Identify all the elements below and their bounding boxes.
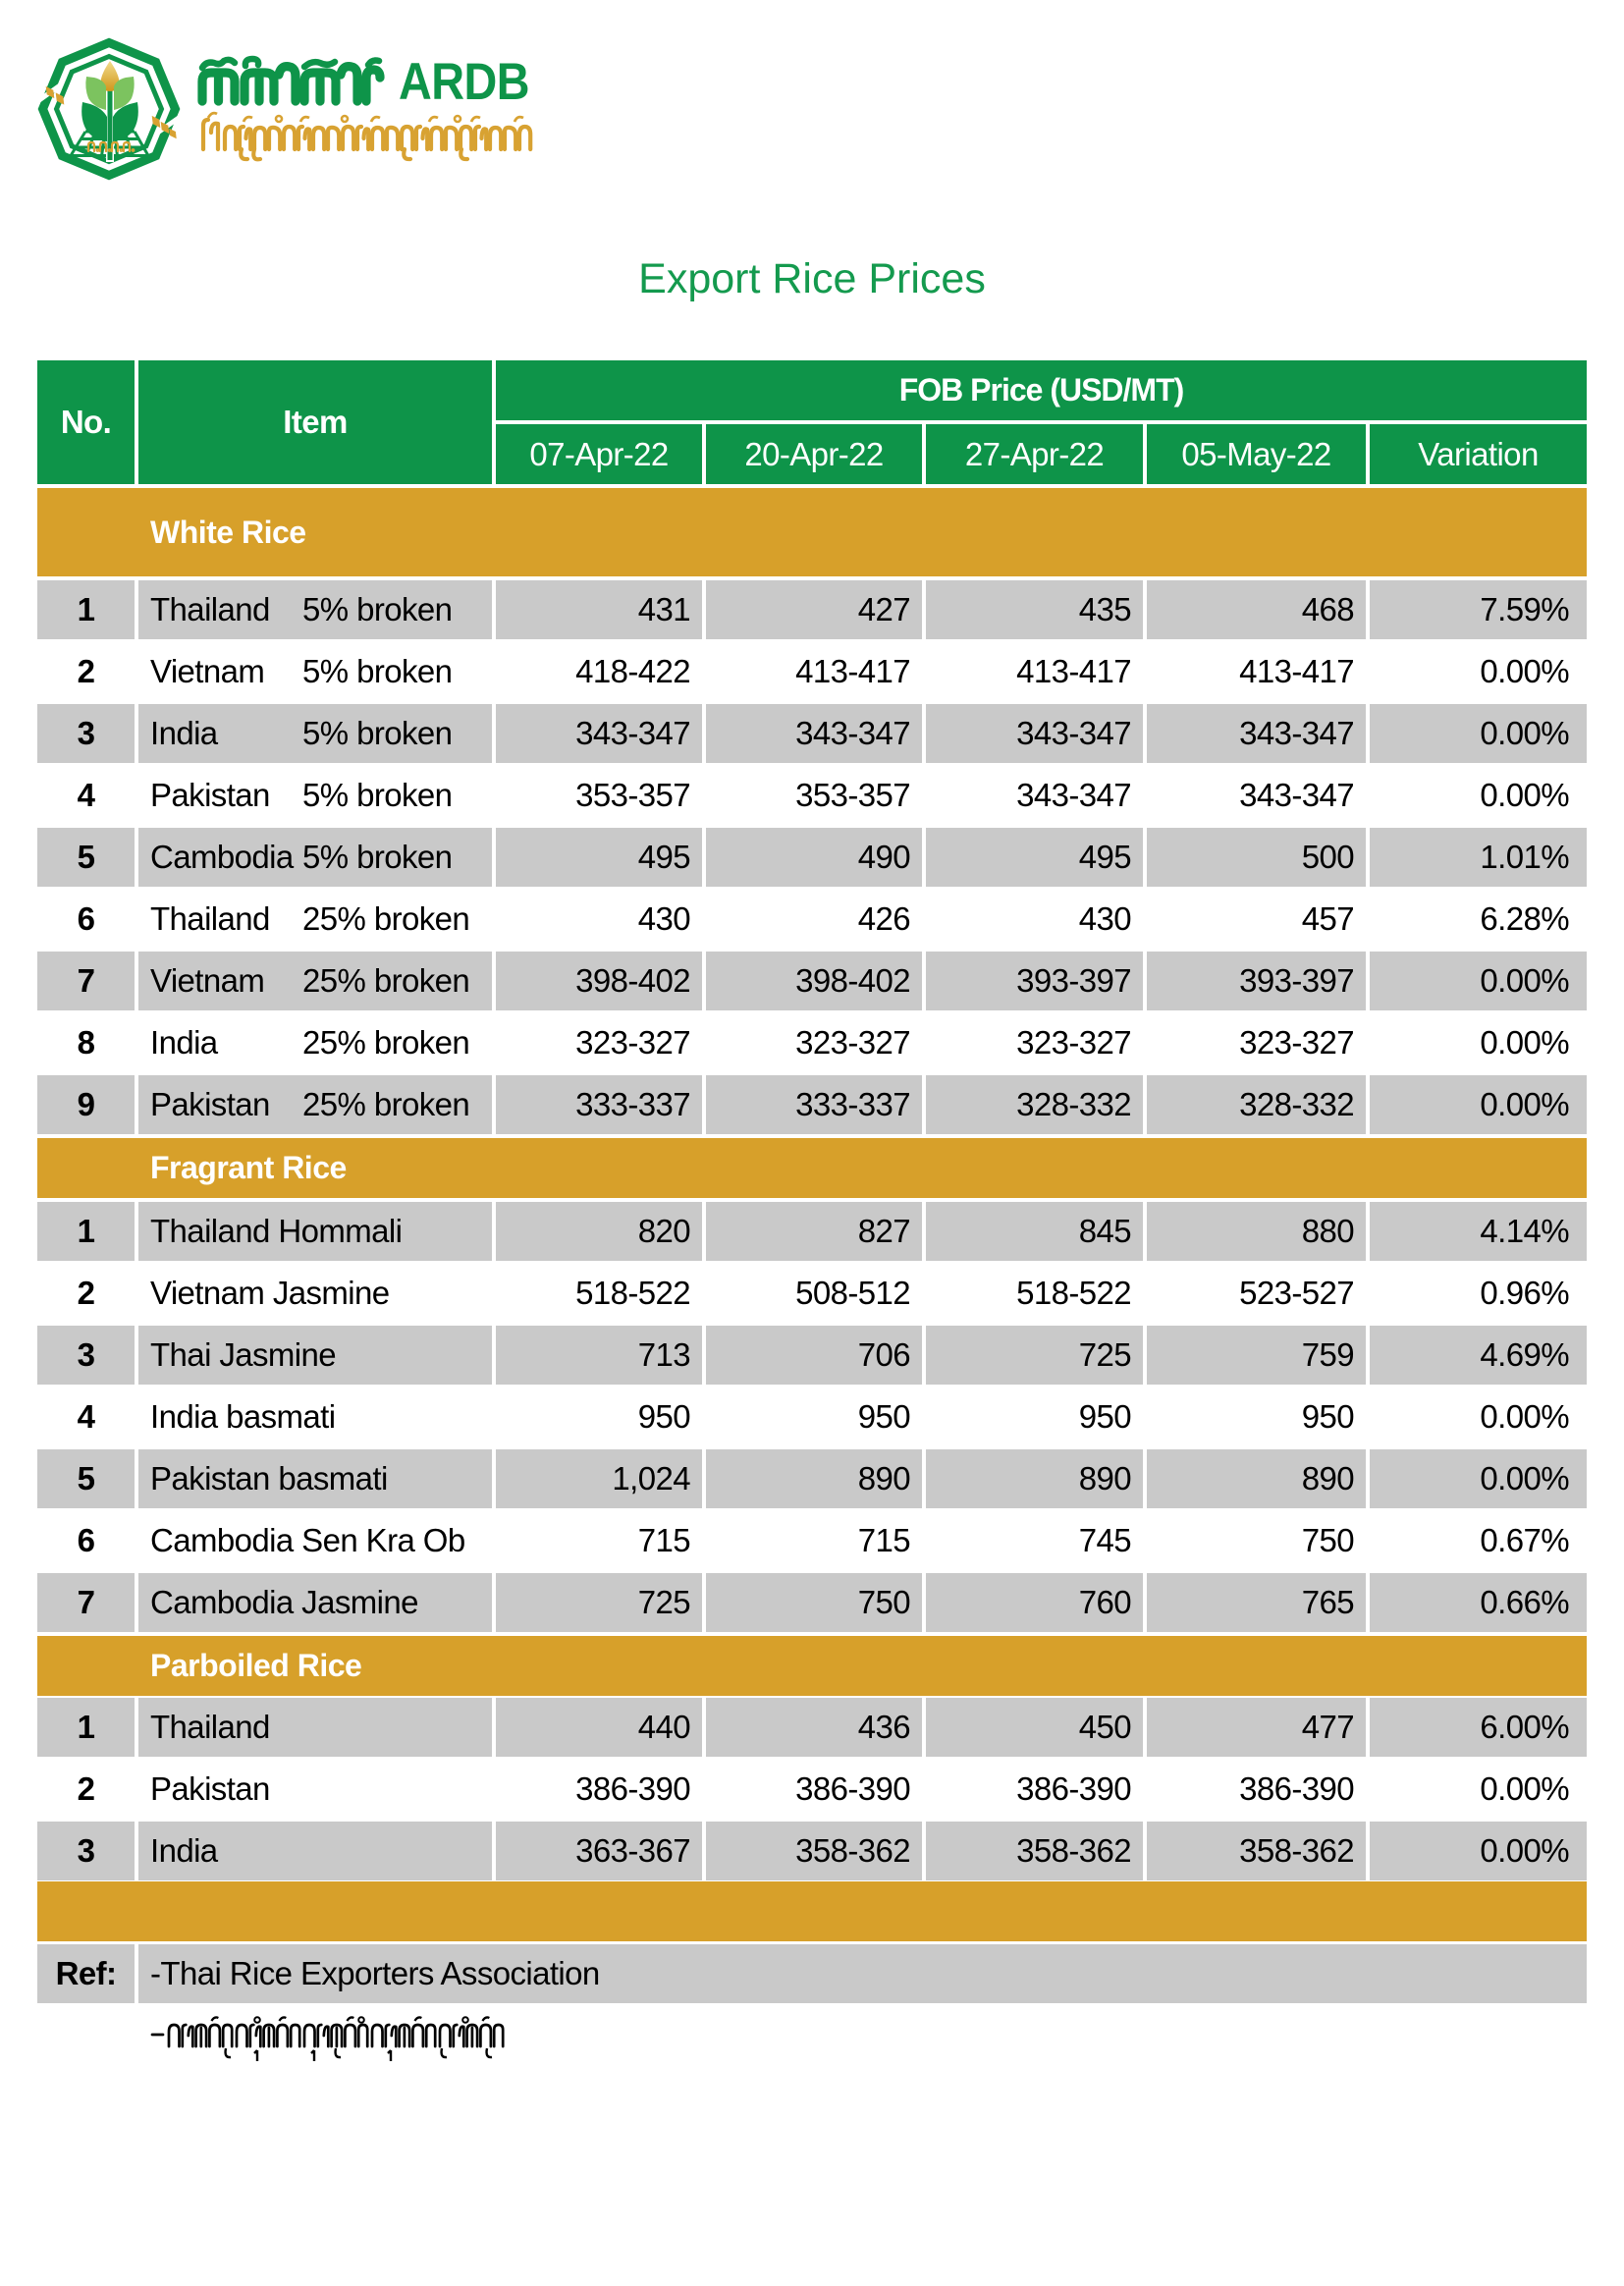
svg-text:ARDB: ARDB (399, 53, 529, 111)
